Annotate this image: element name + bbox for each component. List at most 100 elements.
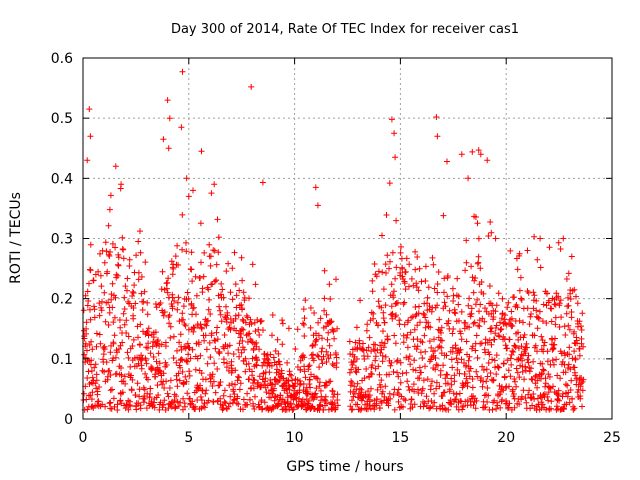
data-point <box>532 342 539 349</box>
data-point <box>470 401 477 408</box>
data-point <box>369 371 375 378</box>
data-point <box>578 335 585 342</box>
data-point <box>96 384 103 390</box>
data-point <box>394 299 401 306</box>
data-point <box>556 324 563 330</box>
data-point <box>207 354 214 361</box>
data-point <box>316 364 323 371</box>
data-point <box>262 375 269 382</box>
data-point <box>417 319 423 326</box>
data-point <box>286 371 293 378</box>
data-point <box>484 157 491 164</box>
data-point <box>518 343 525 350</box>
data-point <box>539 318 546 325</box>
data-point <box>422 314 429 321</box>
data-point <box>255 404 262 411</box>
data-point <box>88 368 95 374</box>
data-point <box>112 163 119 170</box>
data-point <box>130 312 137 319</box>
data-point <box>500 360 507 367</box>
data-point <box>454 359 461 366</box>
data-point <box>546 297 552 304</box>
data-point <box>190 324 197 331</box>
data-point <box>323 379 329 386</box>
data-point <box>515 329 521 336</box>
data-point <box>433 114 440 120</box>
data-point <box>416 303 422 310</box>
data-point <box>516 401 523 408</box>
data-point <box>375 322 382 329</box>
data-point <box>371 261 378 267</box>
data-point <box>406 261 413 268</box>
data-point <box>315 319 322 326</box>
data-point <box>456 349 463 356</box>
data-point <box>111 332 118 339</box>
data-point <box>526 387 533 394</box>
data-point <box>316 383 323 390</box>
data-point <box>164 390 171 397</box>
data-point <box>457 346 464 353</box>
data-point <box>164 279 171 286</box>
data-point <box>451 372 458 379</box>
data-point <box>524 305 531 312</box>
data-point <box>236 353 243 360</box>
data-point <box>349 397 355 404</box>
data-point <box>568 253 575 260</box>
data-point <box>180 406 186 413</box>
data-point <box>209 373 215 380</box>
data-point <box>96 300 103 307</box>
data-point <box>141 395 148 402</box>
data-point <box>393 358 400 365</box>
data-point <box>244 401 251 408</box>
data-point <box>253 362 260 369</box>
data-point <box>171 298 178 304</box>
data-point <box>202 332 209 339</box>
data-point <box>223 268 230 275</box>
data-point <box>217 311 224 318</box>
data-point <box>198 397 205 404</box>
data-point <box>163 362 170 368</box>
data-point <box>170 333 177 340</box>
data-point <box>138 365 145 372</box>
data-point <box>525 359 532 366</box>
data-point <box>128 372 134 379</box>
data-point <box>574 300 581 307</box>
data-point <box>240 396 247 403</box>
data-point <box>373 273 380 280</box>
data-point <box>511 376 518 382</box>
data-point <box>526 368 533 375</box>
data-point <box>219 286 226 293</box>
data-point <box>510 391 517 397</box>
data-point <box>153 358 160 365</box>
data-point <box>105 251 112 258</box>
data-point <box>387 362 394 369</box>
data-point <box>167 334 174 341</box>
data-point <box>519 357 526 364</box>
data-point <box>221 332 228 338</box>
data-point <box>406 283 412 290</box>
data-point <box>220 294 227 301</box>
data-point <box>209 383 216 389</box>
data-point <box>376 371 383 378</box>
data-point <box>179 246 186 253</box>
data-point <box>479 383 486 390</box>
data-point <box>249 261 256 268</box>
data-point <box>468 263 475 270</box>
data-point <box>529 402 536 409</box>
data-point <box>523 399 530 406</box>
data-point <box>499 396 506 403</box>
data-point <box>198 148 205 155</box>
data-point <box>317 387 324 394</box>
data-point <box>403 369 410 376</box>
data-point <box>218 318 225 325</box>
data-point <box>221 345 228 352</box>
data-point <box>406 387 413 394</box>
data-point <box>130 336 137 343</box>
data-point <box>461 371 468 377</box>
data-point <box>478 279 485 285</box>
data-point <box>548 405 554 412</box>
data-point <box>507 355 514 362</box>
data-point <box>105 322 112 328</box>
data-point <box>135 238 142 245</box>
data-point <box>296 395 303 402</box>
